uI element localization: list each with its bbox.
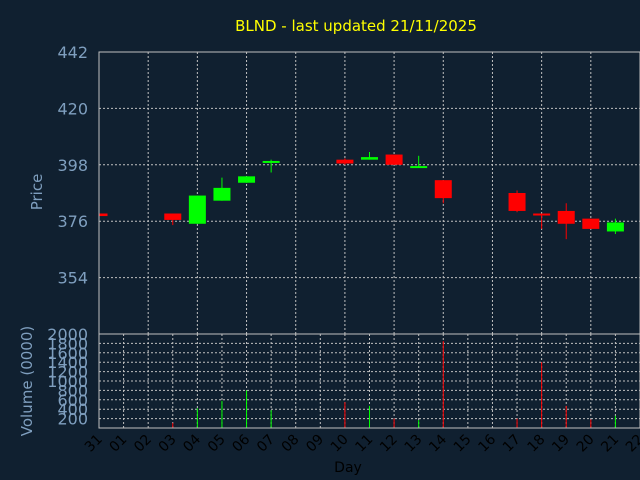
price-tick-labels: 354 376 398 420 442 [57,43,88,288]
price-tick-label: 398 [57,156,88,175]
volume-tick-label: 400 [57,400,88,419]
candle-body [385,154,403,165]
price-axis-label: Price [28,174,46,211]
volume-tick-label: 1200 [47,363,88,382]
price-tick-label: 442 [57,43,88,62]
volume-tick-label: 1000 [47,372,88,391]
candle-body [434,180,452,199]
candle-body [533,213,551,216]
candles [98,151,624,240]
candle-body [238,176,256,183]
x-axis-label: Day [334,460,362,476]
candle-body [410,166,428,169]
volume-panel-frame [98,333,640,429]
volume-tick-label: 2000 [47,325,88,344]
candle-body [606,222,624,232]
candle-body [213,187,231,201]
chart-title: BLND - last updated 21/11/2025 [235,17,477,35]
price-tick-label: 376 [57,212,88,231]
candle-body [262,160,280,163]
candle-body [336,159,354,164]
candle-body [557,210,575,224]
volume-tick-label: 800 [57,381,88,400]
volume-tick-label: 1400 [47,353,88,372]
volume-tick-label: 600 [57,391,88,410]
volume-tick-label: 1800 [47,334,88,353]
volume-axis-label: Volume (0000) [18,326,36,436]
volume-tick-label: 1600 [47,344,88,363]
candle-body [99,213,108,217]
candle-body [508,193,526,211]
candle-body [361,157,378,160]
candle-body [582,218,600,229]
volume-bars [172,341,616,428]
candle-body [164,213,182,220]
price-tick-label: 354 [57,269,88,288]
candle-body [188,195,206,224]
volume-tick-label: 200 [57,410,88,429]
price-tick-label: 420 [57,99,88,118]
